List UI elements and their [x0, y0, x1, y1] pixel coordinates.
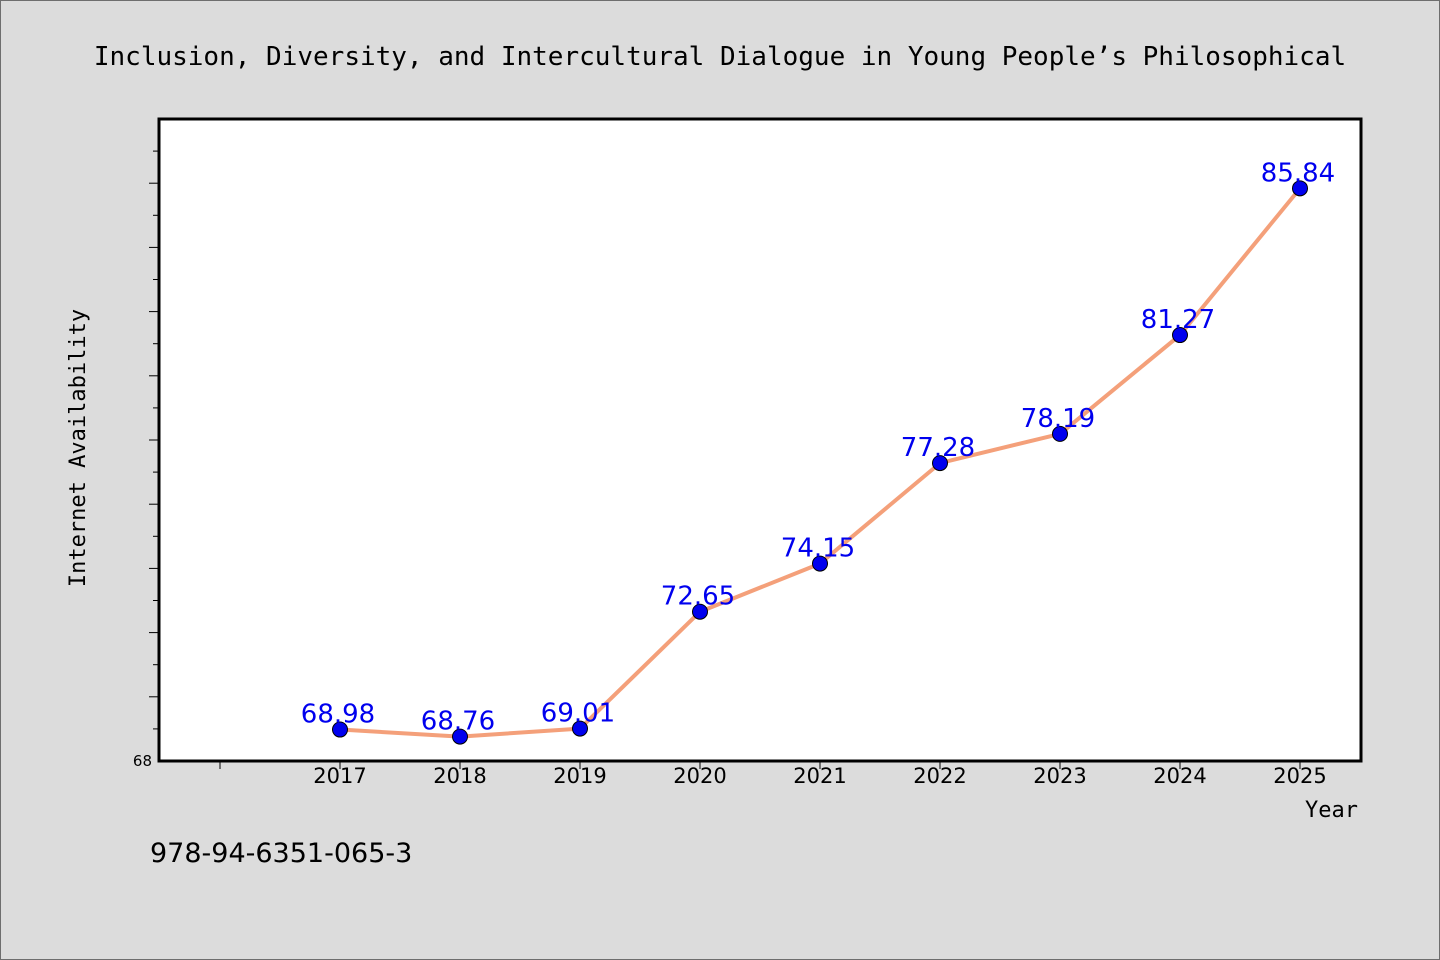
data-label-2024: 81.27	[1141, 305, 1215, 335]
data-label-2017: 68.98	[301, 700, 375, 730]
y-axis-label: Internet Availability	[66, 309, 91, 587]
x-tick-label-2017: 2017	[313, 764, 366, 788]
data-label-2018: 68.76	[421, 707, 495, 737]
y-axis-ticks	[149, 150, 159, 730]
x-tick-label-2024: 2024	[1153, 764, 1206, 788]
data-point-2023	[1052, 425, 1068, 442]
y-tick-label: 68	[133, 752, 152, 770]
data-point-2025	[1292, 180, 1308, 197]
isbn-footer: 978-94-6351-065-3	[150, 838, 412, 869]
data-label-2025: 85.84	[1261, 158, 1335, 188]
data-label-2022: 77.28	[901, 433, 975, 463]
chart-title: Inclusion, Diversity, and Intercultural …	[94, 42, 1346, 72]
series-markers	[332, 180, 1308, 745]
x-tick-label-2023: 2023	[1033, 764, 1086, 788]
x-axis-tick-labels: 2017 2018 2019 2020 2021 2022 2023 2024 2025	[313, 764, 1326, 788]
data-label-2021: 74.15	[781, 534, 855, 564]
x-tick-label-2018: 2018	[433, 764, 486, 788]
x-tick-label-2019: 2019	[553, 764, 606, 788]
x-tick-label-2020: 2020	[673, 764, 726, 788]
data-label-2020: 72.65	[661, 582, 735, 612]
data-point-2024	[1172, 327, 1188, 344]
data-labels: 68.98 68.76 69.01 72.65 74.15 77.28 78.19 81.27…	[301, 158, 1335, 736]
data-point-2022	[932, 455, 948, 472]
y-axis-tick-labels: 68	[133, 752, 152, 770]
data-point-2020	[692, 603, 708, 620]
x-tick-label-2022: 2022	[913, 764, 966, 788]
data-point-2017	[332, 721, 348, 738]
data-point-2019	[572, 720, 588, 737]
data-label-2019: 69.01	[541, 699, 615, 729]
x-axis-ticks	[219, 761, 1301, 769]
data-label-2023: 78.19	[1021, 404, 1095, 434]
plot-area	[157, 117, 1363, 763]
x-tick-label-2025: 2025	[1273, 764, 1326, 788]
x-axis-label: Year	[1305, 798, 1358, 823]
data-point-2021	[812, 555, 828, 572]
x-tick-label-2021: 2021	[793, 764, 846, 788]
data-point-2018	[452, 728, 468, 745]
